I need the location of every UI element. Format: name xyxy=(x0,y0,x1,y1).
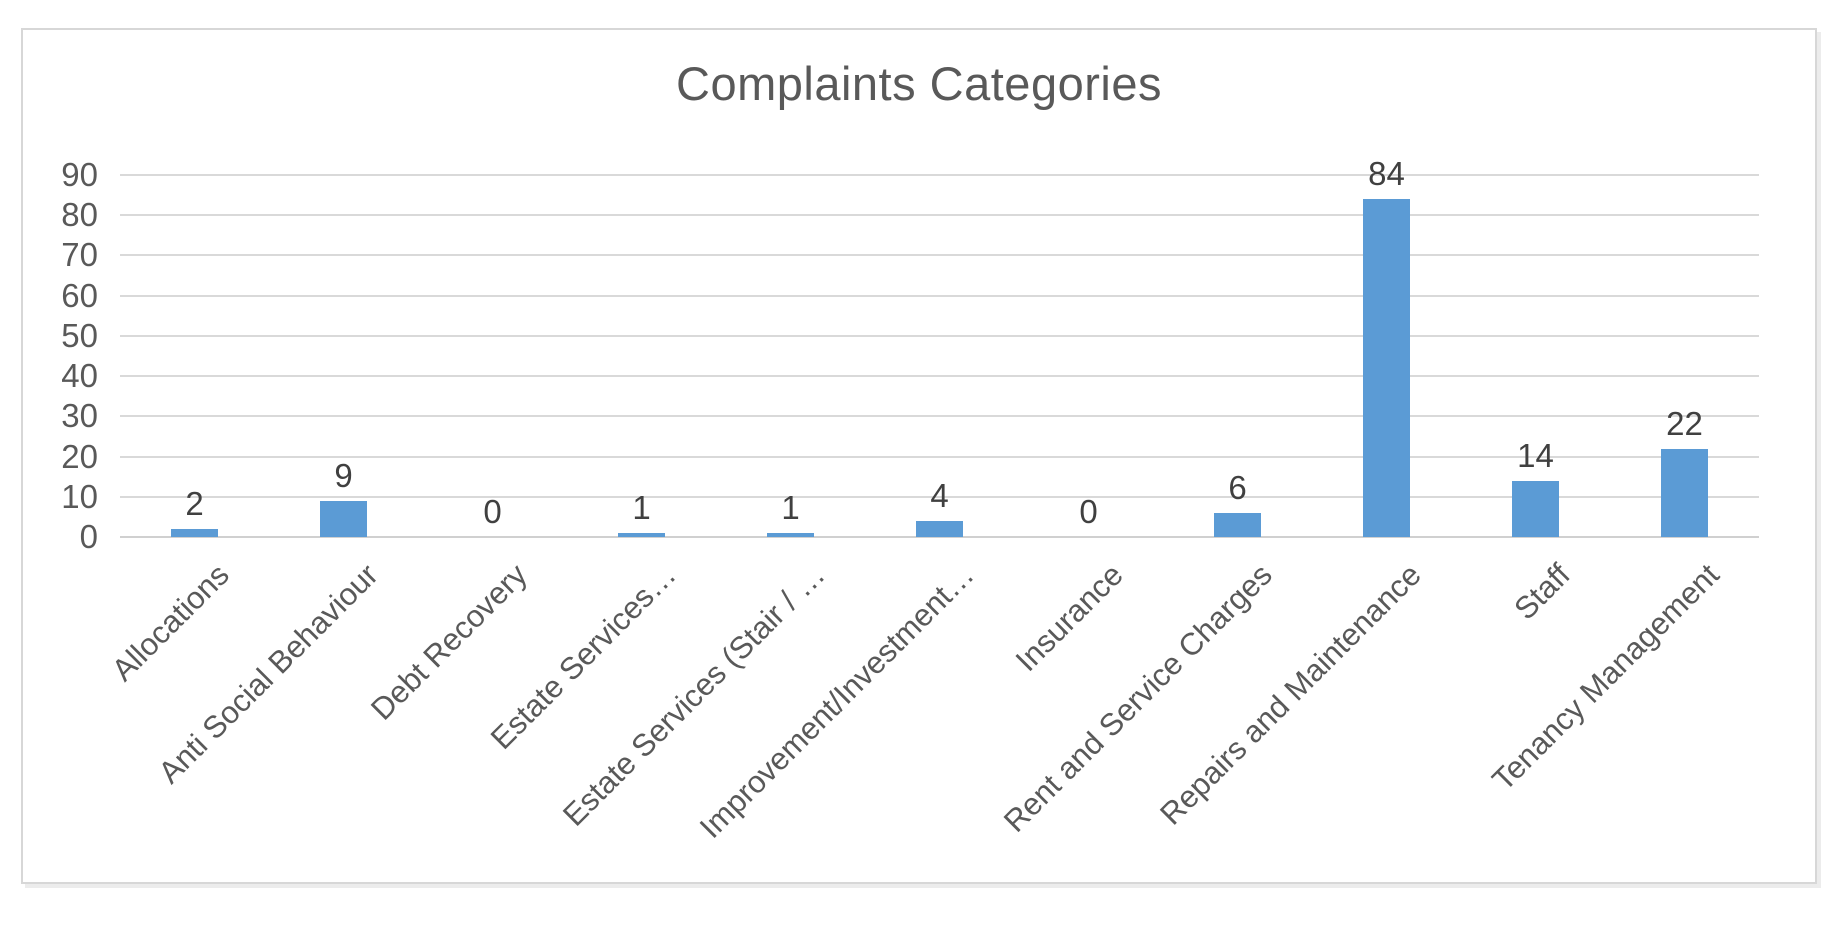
bar xyxy=(618,533,665,537)
bar-value-label: 84 xyxy=(1368,155,1405,192)
bar-value-label: 4 xyxy=(930,477,949,514)
bar xyxy=(320,501,367,537)
plot-area: 0 10 20 30 40 50 60 70 80 90 2 Allocations 9 Anti Soc… xyxy=(61,155,1759,845)
y-axis-tick-label: 50 xyxy=(61,316,98,354)
y-axis-tick-label: 20 xyxy=(61,437,98,475)
chart-frame: Complaints Categories 0 10 20 30 40 50 60 70 80 9… xyxy=(21,28,1817,884)
bar xyxy=(171,529,218,537)
bar-value-label: 2 xyxy=(185,485,204,522)
y-axis-tick-label: 40 xyxy=(61,357,98,395)
gridline xyxy=(120,536,1759,538)
y-axis-tick-label: 0 xyxy=(79,518,98,555)
gridline xyxy=(120,214,1759,217)
bar xyxy=(1363,199,1410,537)
gridline xyxy=(120,174,1759,176)
bar-value-label: 0 xyxy=(483,493,502,530)
bar xyxy=(916,521,963,537)
gridline xyxy=(120,334,1759,337)
y-axis-tick-label: 90 xyxy=(61,156,98,193)
bar xyxy=(1661,449,1708,537)
gridline xyxy=(120,375,1759,378)
gridline xyxy=(120,294,1759,297)
chart-title: Complaints Categories xyxy=(676,57,1162,110)
gridline xyxy=(120,455,1759,458)
bar xyxy=(1214,513,1261,537)
gridline xyxy=(120,415,1759,418)
bar-value-label: 1 xyxy=(632,489,651,526)
y-axis-tick-label: 70 xyxy=(61,236,98,274)
gridline xyxy=(120,495,1759,498)
y-axis-tick-label: 30 xyxy=(61,397,98,435)
bar xyxy=(767,533,814,537)
bar-value-label: 22 xyxy=(1666,405,1703,442)
y-axis-tick-label: 80 xyxy=(61,196,98,234)
y-axis-tick-label: 10 xyxy=(61,477,98,515)
y-axis-tick-label: 60 xyxy=(61,276,98,314)
bar-value-label: 0 xyxy=(1079,493,1098,530)
gridline xyxy=(120,254,1759,257)
bar xyxy=(1512,481,1559,537)
bar-value-label: 9 xyxy=(334,457,353,494)
bar-value-label: 14 xyxy=(1517,437,1554,474)
bar-value-label: 6 xyxy=(1228,469,1247,506)
bar-value-label: 1 xyxy=(781,489,800,526)
